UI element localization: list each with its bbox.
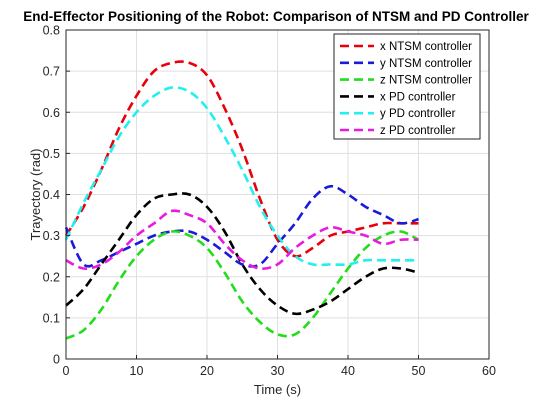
x-tick-label: 60 (482, 364, 496, 378)
x-tick-label: 30 (271, 364, 285, 378)
series-line-x-ntsm-controller (64, 60, 419, 258)
series-line-z-pd-controller (65, 209, 419, 270)
legend-label: z NTSM controller (380, 75, 472, 87)
y-tick-label: 0.3 (43, 229, 60, 243)
y-tick-label: 0.6 (43, 106, 60, 120)
chart-title: End-Effector Positioning of the Robot: C… (23, 9, 529, 24)
y-axis-label: Trayectory (rad) (28, 149, 43, 241)
y-tick-label: 0.5 (43, 147, 60, 161)
y-tick-label: 0.7 (43, 65, 60, 79)
series-line-y-ntsm-controller (64, 184, 419, 268)
legend-label: x PD controller (380, 91, 456, 103)
series-lines (64, 60, 420, 340)
legend: x NTSM controller y NTSM controller z NTSM… (333, 33, 481, 140)
series-line-z-ntsm-controller (65, 230, 420, 340)
y-tick-label: 0.4 (43, 188, 60, 202)
legend-box (333, 33, 481, 140)
x-tick-label: 0 (63, 364, 70, 378)
series-line-x-pd-controller (65, 192, 419, 316)
x-tick-label: 50 (412, 364, 426, 378)
y-tick-label: 0.2 (43, 270, 60, 284)
x-tick-label: 20 (200, 364, 214, 378)
legend-label: y PD controller (380, 108, 456, 120)
y-tick-label: 0.8 (43, 24, 60, 38)
x-tick-label: 40 (341, 364, 355, 378)
y-tick-label: 0.1 (43, 311, 60, 325)
legend-label: x NTSM controller (380, 41, 472, 53)
legend-label: z PD controller (380, 125, 456, 137)
x-axis-label: Time (s) (254, 382, 301, 397)
y-tick-label: 0 (53, 353, 60, 367)
legend-label: y NTSM controller (380, 58, 472, 70)
x-tick-label: 10 (130, 364, 144, 378)
axis-ticks: 0 10 20 30 40 50 60 0 0.1 0.2 0.3 0.4 0.5 0.6 0.7 0.8 (43, 24, 496, 379)
